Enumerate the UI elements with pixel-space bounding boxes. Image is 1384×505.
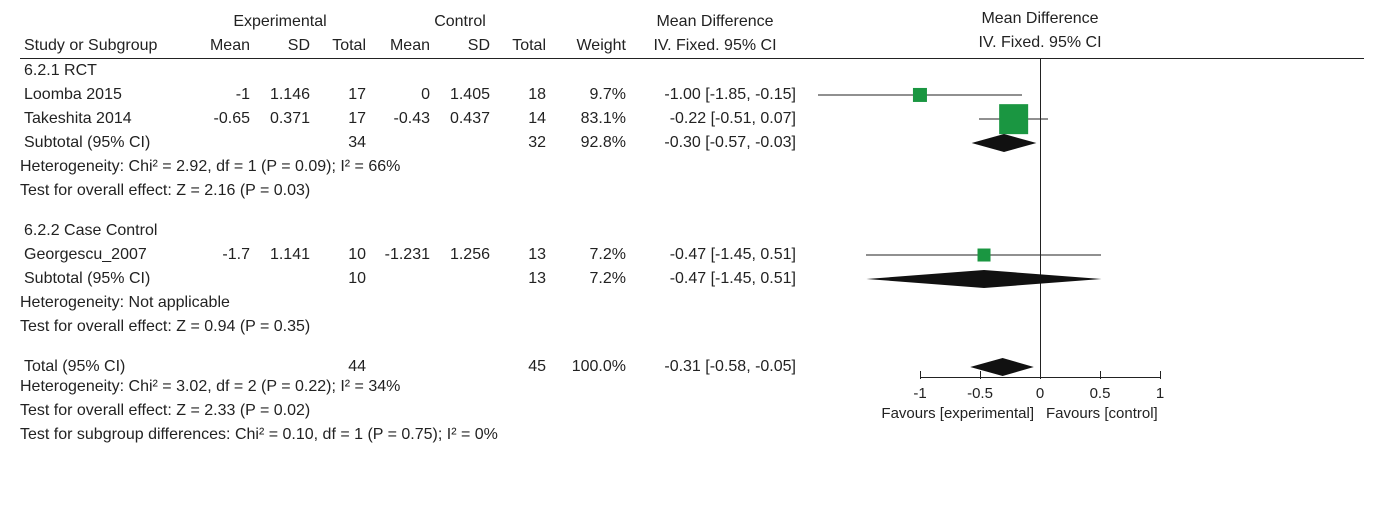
plot-cell	[800, 219, 1280, 243]
exp-mean: -1.7	[190, 246, 254, 264]
ctl-mean: -0.43	[370, 110, 434, 128]
total-note-0-text: Heterogeneity: Chi² = 3.02, df = 2 (P = …	[20, 378, 800, 396]
subtotal-md: -0.47 [-1.45, 0.51]	[630, 270, 800, 288]
plot-cell	[800, 83, 1280, 107]
forest-plot: ExperimentalControl Mean DifferenceMean D…	[20, 10, 1364, 447]
zero-line	[1040, 59, 1041, 83]
subtotal-label: Subtotal (95% CI)	[20, 134, 190, 152]
subtotal-weight: 92.8%	[550, 134, 630, 152]
heterogeneity-note: Heterogeneity: Chi² = 2.92, df = 1 (P = …	[20, 155, 1364, 179]
subtotal-weight: 7.2%	[550, 270, 630, 288]
zero-line	[1040, 291, 1041, 315]
total-note-2: Test for subgroup differences: Chi² = 0.…	[20, 423, 1364, 447]
subtotal-label: Subtotal (95% CI)	[20, 270, 190, 288]
ctl-sd: 1.405	[434, 86, 494, 104]
study-label: Loomba 2015	[20, 86, 190, 104]
weight: 9.7%	[550, 86, 630, 104]
heterogeneity-note-text: Heterogeneity: Chi² = 2.92, df = 1 (P = …	[20, 158, 800, 176]
header-plot-sub: IV. Fixed. 95% CI	[800, 34, 1280, 58]
ctl-total: 14	[494, 110, 550, 128]
effect-square	[977, 249, 990, 262]
effect-square	[913, 88, 927, 102]
header-plot: Mean Difference	[800, 10, 1280, 34]
ctl-mean: -1.231	[370, 246, 434, 264]
header-ctl-sd: SD	[434, 37, 494, 55]
header-md: Mean Difference	[630, 13, 800, 31]
ctl-total: 18	[494, 86, 550, 104]
total-notes-wrap: Heterogeneity: Chi² = 3.02, df = 2 (P = …	[20, 375, 1364, 447]
weight: 83.1%	[550, 110, 630, 128]
zero-line	[1040, 83, 1041, 107]
header-experimental: Experimental	[190, 13, 370, 31]
plot-cell	[800, 59, 1280, 83]
ctl-sd: 0.437	[434, 110, 494, 128]
subtotal-exp-total: 44	[314, 358, 370, 376]
study-row: Loomba 2015-11.1461701.405189.7%-1.00 [-…	[20, 83, 1364, 107]
exp-total: 10	[314, 246, 370, 264]
exp-sd: 1.146	[254, 86, 314, 104]
subtotal-exp-total: 10	[314, 270, 370, 288]
plot-cell	[800, 267, 1280, 291]
subgroup-title: 6.2.2 Case Control	[20, 222, 800, 240]
zero-line	[1040, 219, 1041, 243]
header-exp-mean: Mean	[190, 37, 254, 55]
weight: 7.2%	[550, 246, 630, 264]
subtotal-diamond	[972, 134, 1037, 152]
subtotal-md: -0.31 [-0.58, -0.05]	[630, 358, 800, 376]
ctl-total: 13	[494, 246, 550, 264]
overall-effect-note-text: Test for overall effect: Z = 0.94 (P = 0…	[20, 318, 800, 336]
header-exp-total: Total	[314, 37, 370, 55]
total-note-1: Test for overall effect: Z = 2.33 (P = 0…	[20, 399, 1364, 423]
header-weight: Weight	[550, 37, 630, 55]
ctl-sd: 1.256	[434, 246, 494, 264]
exp-mean: -0.65	[190, 110, 254, 128]
subtotal-diamond	[866, 270, 1101, 288]
exp-total: 17	[314, 86, 370, 104]
total-note-0: Heterogeneity: Chi² = 3.02, df = 2 (P = …	[20, 375, 1364, 399]
exp-sd: 1.141	[254, 246, 314, 264]
subtotal-ctl-total: 45	[494, 358, 550, 376]
study-row: Georgescu_2007-1.71.14110-1.2311.256137.…	[20, 243, 1364, 267]
plot-cell	[800, 243, 1280, 267]
subgroup-title: 6.2.1 RCT	[20, 62, 800, 80]
subtotal-row: Subtotal (95% CI) 10 137.2%-0.47 [-1.45, 0…	[20, 267, 1364, 291]
heterogeneity-note-text: Heterogeneity: Not applicable	[20, 294, 800, 312]
subtotal-ctl-total: 32	[494, 134, 550, 152]
header-exp-sd: SD	[254, 37, 314, 55]
overall-effect-note-text: Test for overall effect: Z = 2.16 (P = 0…	[20, 182, 800, 200]
subtotal-weight: 100.0%	[550, 358, 630, 376]
subtotal-exp-total: 34	[314, 134, 370, 152]
subtotal-row: Subtotal (95% CI) 34 3292.8%-0.30 [-0.57, …	[20, 131, 1364, 155]
exp-total: 17	[314, 110, 370, 128]
ctl-mean: 0	[370, 86, 434, 104]
subgroup-title-row: 6.2.2 Case Control	[20, 219, 1364, 243]
subgroup-title-row: 6.2.1 RCT	[20, 59, 1364, 83]
exp-mean: -1	[190, 86, 254, 104]
mean-diff: -0.22 [-0.51, 0.07]	[630, 110, 800, 128]
effect-square	[999, 104, 1029, 134]
mean-diff: -1.00 [-1.85, -0.15]	[630, 86, 800, 104]
header-study: Study or Subgroup	[20, 37, 190, 55]
plot-cell	[800, 131, 1280, 155]
subtotal-label: Total (95% CI)	[20, 358, 190, 376]
subtotal-ctl-total: 13	[494, 270, 550, 288]
heterogeneity-note: Heterogeneity: Not applicable	[20, 291, 1364, 315]
plot-cell	[800, 155, 1280, 179]
study-label: Takeshita 2014	[20, 110, 190, 128]
exp-sd: 0.371	[254, 110, 314, 128]
subtotal-md: -0.30 [-0.57, -0.03]	[630, 134, 800, 152]
total-note-2-text: Test for subgroup differences: Chi² = 0.…	[20, 426, 800, 444]
header-md-sub: IV. Fixed. 95% CI	[630, 37, 800, 55]
header-ctl-mean: Mean	[370, 37, 434, 55]
study-row: Takeshita 2014-0.650.37117-0.430.4371483…	[20, 107, 1364, 131]
header-control: Control	[370, 13, 550, 31]
header-ctl-total: Total	[494, 37, 550, 55]
mean-diff: -0.47 [-1.45, 0.51]	[630, 246, 800, 264]
zero-line	[1040, 155, 1041, 179]
plot-cell	[800, 107, 1280, 131]
total-note-1-text: Test for overall effect: Z = 2.33 (P = 0…	[20, 402, 800, 420]
plot-cell	[800, 291, 1280, 315]
study-label: Georgescu_2007	[20, 246, 190, 264]
zero-line	[1040, 131, 1041, 155]
